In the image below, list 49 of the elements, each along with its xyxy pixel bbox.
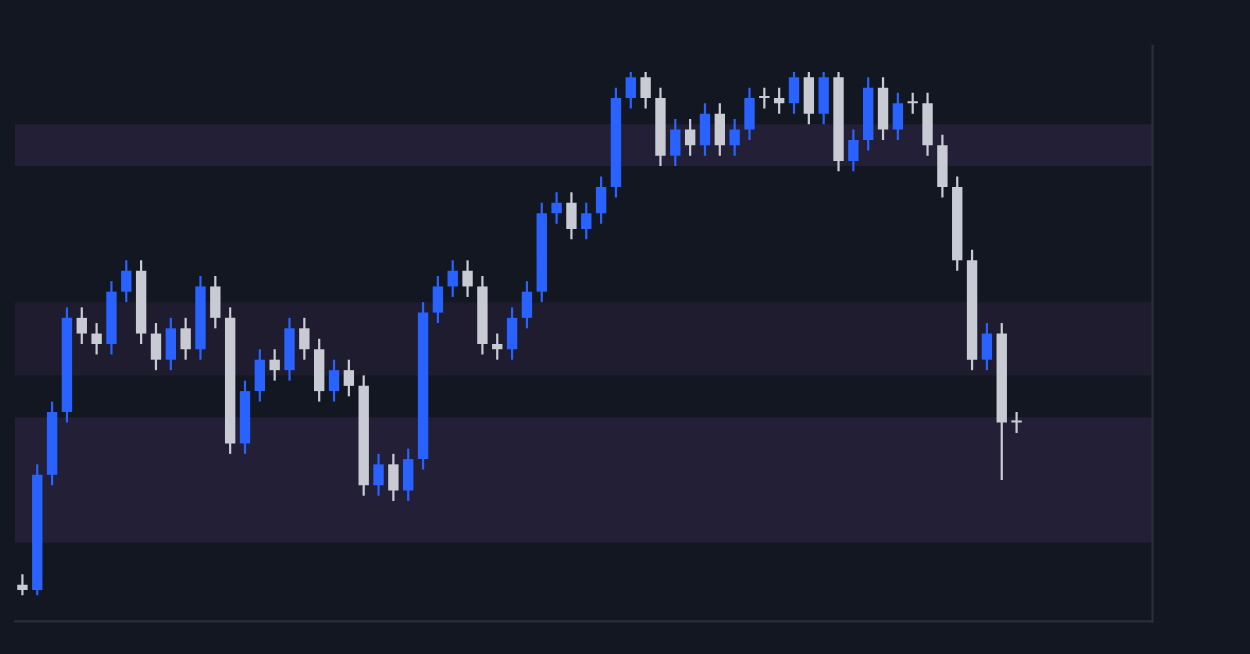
candlestick: [343, 358, 355, 398]
candlestick: [403, 447, 414, 503]
candlestick: [76, 306, 87, 346]
candlestick: [892, 91, 904, 142]
candlestick: [1011, 410, 1022, 435]
candlestick: [551, 191, 562, 225]
candlestick: [595, 175, 607, 225]
candlestick: [773, 86, 785, 115]
candlestick: [877, 76, 889, 142]
candlestick: [269, 348, 280, 382]
candlestick: [150, 321, 162, 372]
candlestick: [121, 259, 132, 304]
candlestick: [566, 191, 577, 241]
candlestick: [818, 70, 829, 126]
candlestick: [521, 280, 533, 330]
candlestick: [788, 70, 800, 115]
candlestick: [714, 102, 726, 157]
candlestick: [670, 117, 681, 168]
candlestick: [699, 102, 711, 157]
candlestick: [388, 452, 399, 503]
candlestick: [210, 274, 221, 330]
candlestick: [729, 117, 740, 157]
candlestick: [937, 133, 948, 199]
candlestick: [803, 70, 815, 126]
candlestick: [373, 452, 384, 497]
candlestick: [91, 321, 102, 356]
candlestick: [981, 321, 993, 372]
candlestick: [284, 316, 295, 382]
candlestick: [640, 70, 651, 110]
candlestick: [907, 91, 918, 115]
candlestick: [165, 316, 176, 372]
candlestick: [462, 259, 473, 299]
candlestick: [684, 117, 696, 157]
candlestick: [759, 86, 770, 110]
candlestick: [922, 91, 933, 157]
candlestick: [506, 306, 518, 361]
candlestick: [432, 274, 444, 325]
candlestick: [254, 348, 266, 403]
candlestick: [581, 201, 592, 241]
candlestick: [180, 316, 191, 361]
candlestick: [299, 316, 310, 361]
candlestick: [17, 573, 28, 597]
candlestick: [328, 358, 340, 403]
candlestick: [447, 259, 458, 299]
candlestick: [492, 332, 503, 361]
candlestick: [848, 128, 859, 173]
candlestick: [744, 86, 755, 142]
candlestick: [625, 70, 636, 110]
candlestick: [313, 337, 325, 403]
